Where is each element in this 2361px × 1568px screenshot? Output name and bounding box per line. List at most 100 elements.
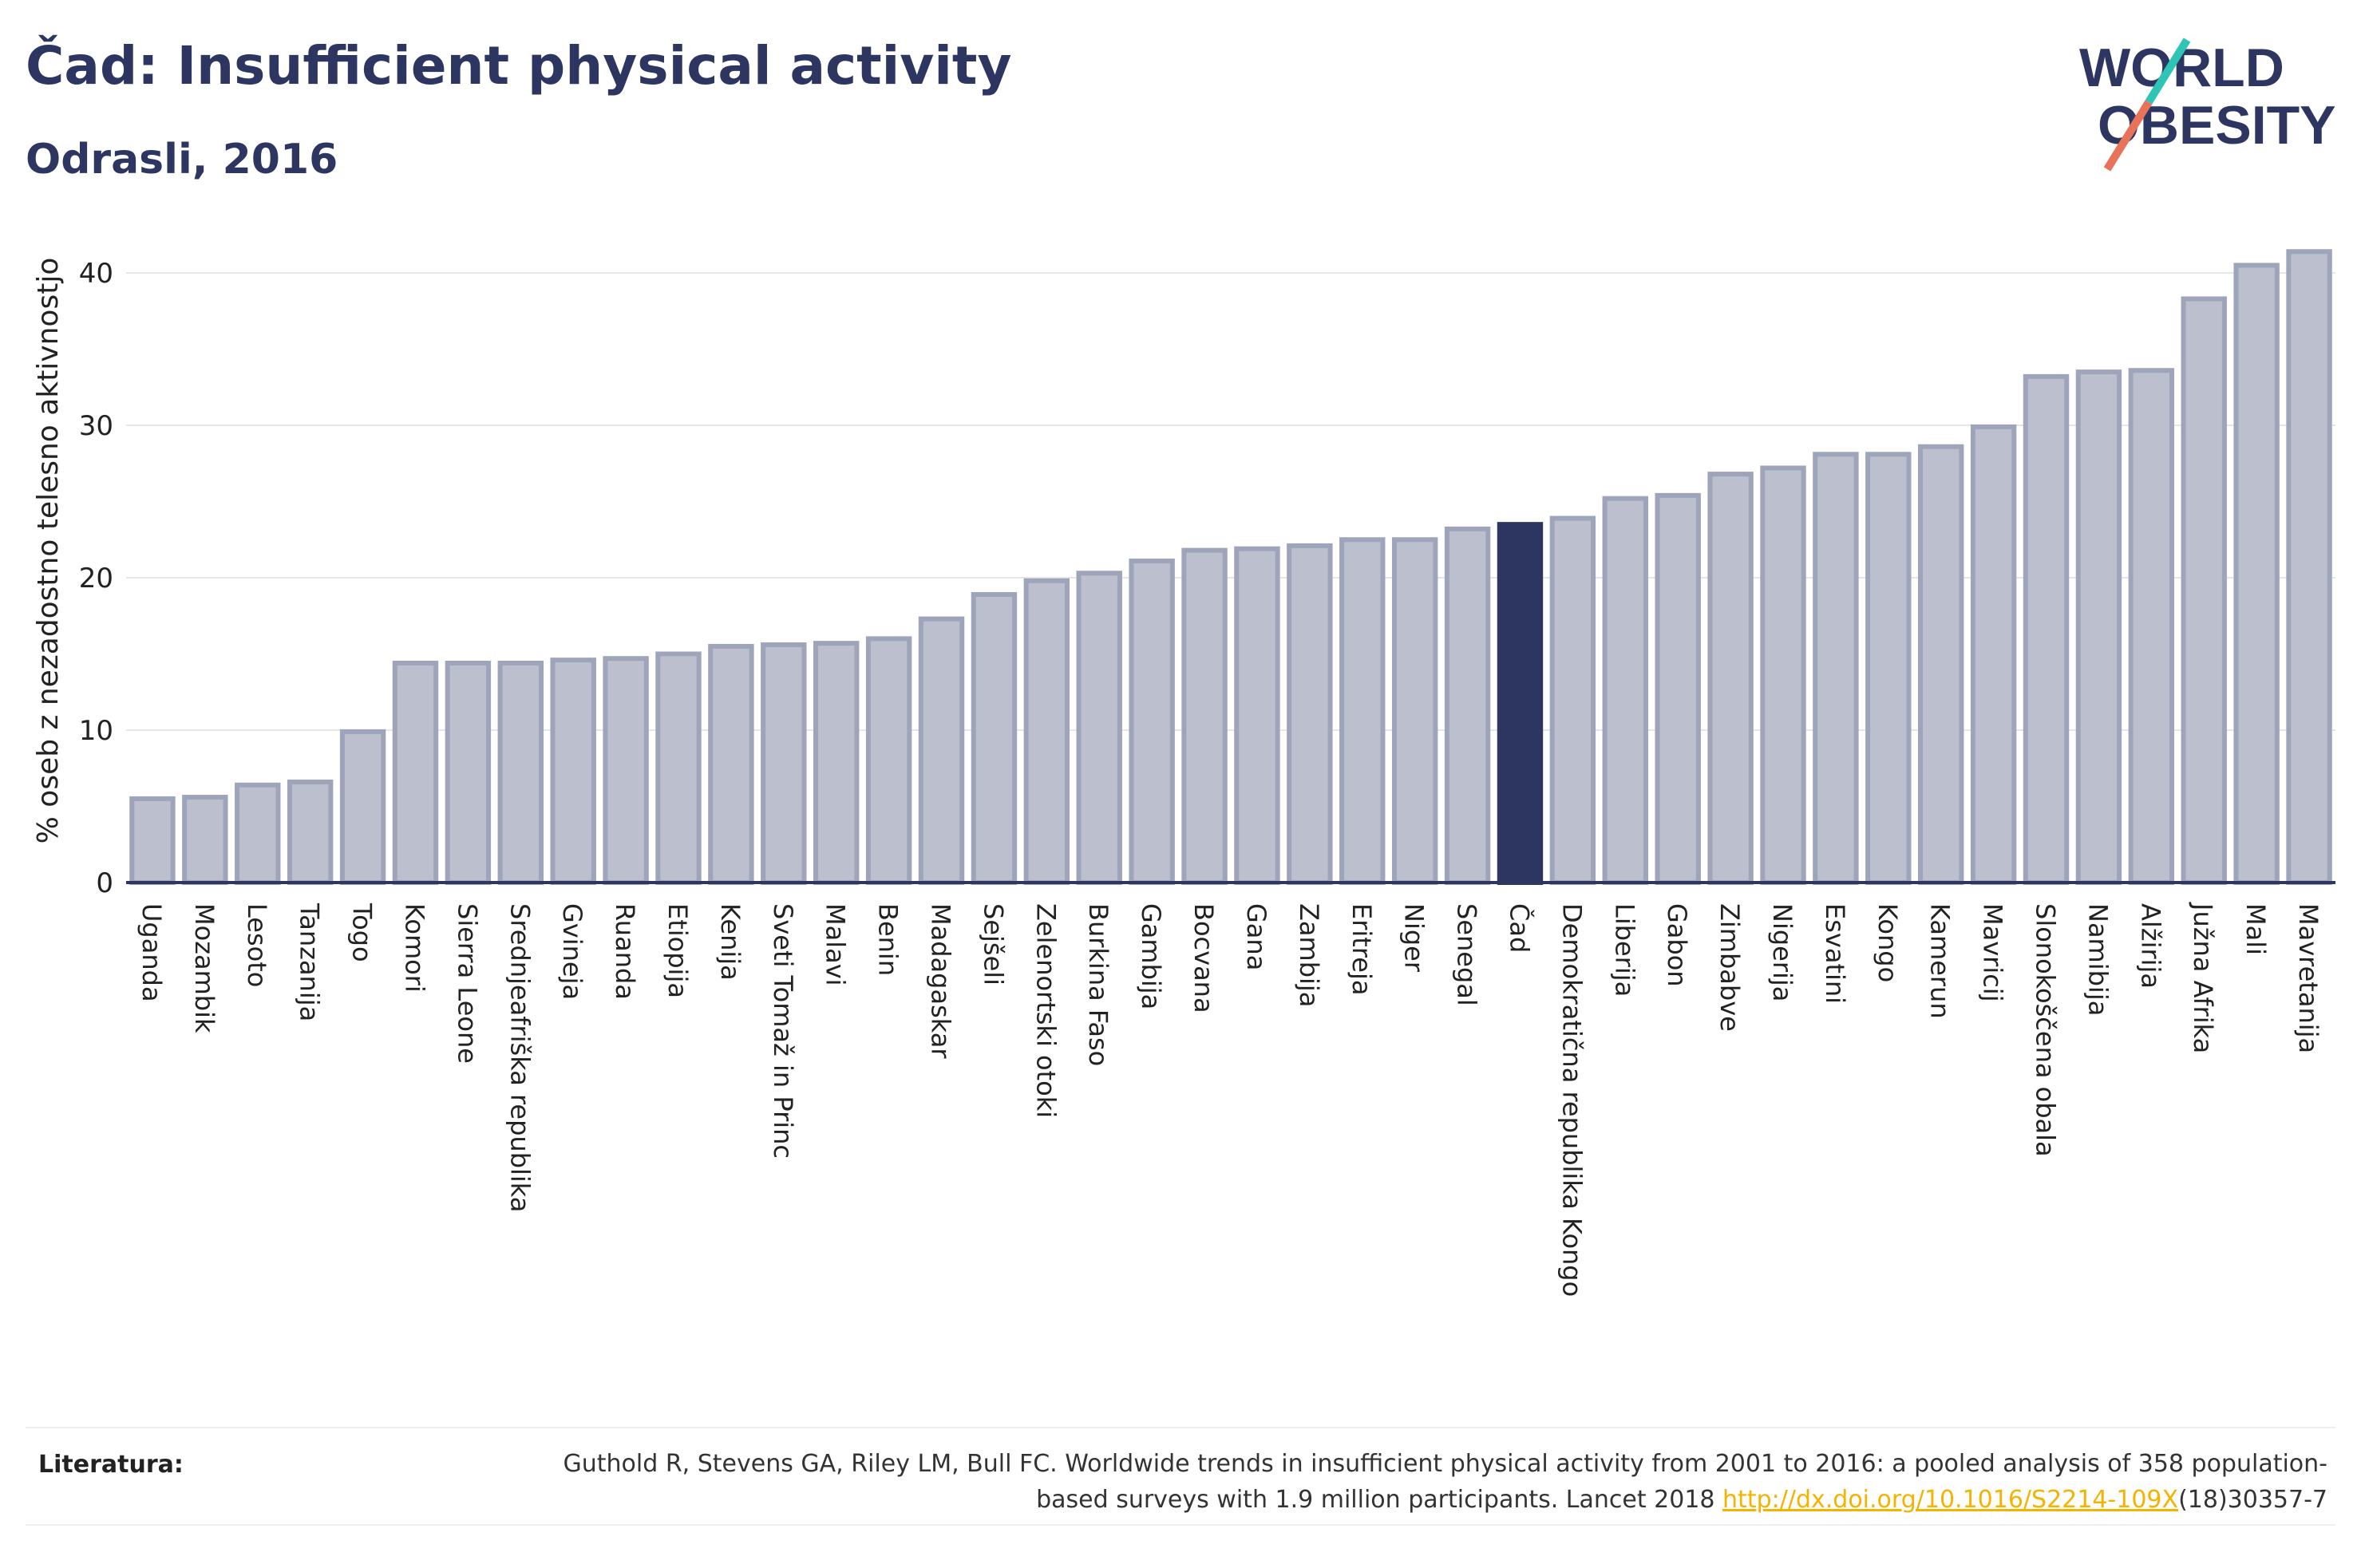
bar [2286,249,2332,885]
x-tick-label: Niger [1399,903,1430,973]
x-tick-label: Sierra Leone [452,903,482,1064]
chart-title: Čad: Insufficient physical activity [26,35,1012,97]
bar [1549,515,1596,885]
bar [1813,452,1859,885]
bar [2128,368,2175,885]
x-tick-label: Malavi [821,903,851,986]
bar [235,782,281,886]
x-tick-label: Alžirija [2135,903,2165,989]
x-tick-label: Kenija [715,903,745,981]
references-text: Guthold R, Stevens GA, Riley LM, Bull FC… [492,1446,2327,1518]
bar [1339,537,1386,885]
bar [1707,472,1754,885]
bar [1970,424,2017,885]
bar [865,636,912,886]
bar [761,642,807,885]
x-tick-label: Srednjeafriška republika [504,903,535,1212]
bar [445,660,492,886]
x-tick-label: Zelenortski otoki [1030,903,1061,1118]
x-tick-label: Mozambik [189,903,219,1033]
bar [1602,496,1648,885]
bar [1760,465,1806,885]
world-obesity-logo: WORLD OBESITY [2079,38,2336,172]
bar [655,651,702,885]
bar [1918,444,1964,885]
bar [1865,452,1912,885]
x-tick-label: Komori [399,903,429,993]
bar [813,641,860,885]
bar [1076,571,1122,886]
bar [1444,526,1491,885]
x-tick-label: Mavretanija [2293,903,2323,1053]
x-tick-label: Zambija [1294,903,1324,1007]
x-tick-label: Madagaskar [926,903,956,1059]
y-tick-label: 30 [79,410,113,442]
y-axis-label: % oseb z nezadostno telesno aktivnostjo [32,258,65,844]
bar [708,643,754,885]
bar [2181,296,2227,886]
bar [129,796,176,886]
bar [918,616,965,885]
x-tick-label: Bocvana [1188,903,1219,1013]
x-tick-label: Čad [1504,903,1535,953]
bar [182,795,228,885]
x-tick-label: Tanzanija [295,902,325,1021]
x-tick-label: Gambija [1136,903,1166,1009]
x-tick-label: Gvineja [557,903,587,1000]
chart-subtitle: Odrasli, 2016 [26,136,338,184]
x-tick-label: Uganda [136,903,167,1002]
bar [287,779,334,885]
bar [2233,263,2280,885]
x-tick-label: Gabon [1662,903,1692,987]
reference-divider-bottom [26,1524,2335,1526]
bar [2023,373,2070,885]
bar [392,660,439,886]
x-tick-label: Mali [2240,903,2271,955]
bar [1234,546,1280,886]
x-tick-label: Sejšeli [978,903,1008,985]
reference-divider-top [26,1427,2335,1428]
bar [603,656,649,885]
bar-highlighted [1497,522,1544,886]
bar [1181,547,1228,885]
x-tick-label: Kamerun [1925,903,1956,1019]
logo-slash-teal [2145,38,2191,105]
x-tick-label: Nigerija [1767,903,1797,1001]
x-tick-label: Ruanda [610,903,640,1000]
bar [1129,558,1175,885]
x-tick-label: Južna Afrika [2188,902,2218,1053]
y-tick-label: 20 [79,563,113,594]
bar [2075,369,2122,885]
bars [129,249,2332,886]
y-tick-label: 0 [96,867,113,899]
references-label: Literatura: [38,1451,184,1479]
bar [1391,537,1438,885]
x-tick-label: Etiopija [662,903,693,998]
x-tick-label: Lesoto [242,903,272,987]
grid-lines [126,272,2335,731]
x-tick-label: Namibija [2082,903,2113,1016]
x-tick-label: Gana [1241,903,1271,970]
x-tick-label: Burkina Faso [1083,903,1113,1066]
x-tick-label: Kongo [1873,903,1903,982]
bar [550,658,596,885]
bar [1655,492,1701,885]
x-tick-label: Togo [347,902,378,962]
x-tick-label: Mavricij [1978,903,2008,1002]
reference-doi-link[interactable]: http://dx.doi.org/10.1016/S2214-109X [1722,1486,2179,1514]
reference-citation-suffix: (18)30357-7 [2178,1486,2327,1514]
y-tick-label: 40 [79,258,113,290]
axes: 0 10 20 30 40 Uganda Mozambik Lesoto Tanzanija To… [79,258,2335,1297]
bar [1287,543,1333,885]
bar [971,592,1018,885]
bar [1023,578,1070,885]
x-tick-label: Zimbabve [1714,903,1745,1032]
bar [339,729,386,885]
x-tick-label: Liberija [1609,903,1639,997]
x-tick-label: Benin [873,903,904,976]
reference-citation: Guthold R, Stevens GA, Riley LM, Bull FC… [563,1450,2327,1514]
y-tick-label: 10 [79,715,113,747]
x-tick-label: Eritreja [1347,903,1377,995]
logo-slash-coral [2103,100,2153,172]
